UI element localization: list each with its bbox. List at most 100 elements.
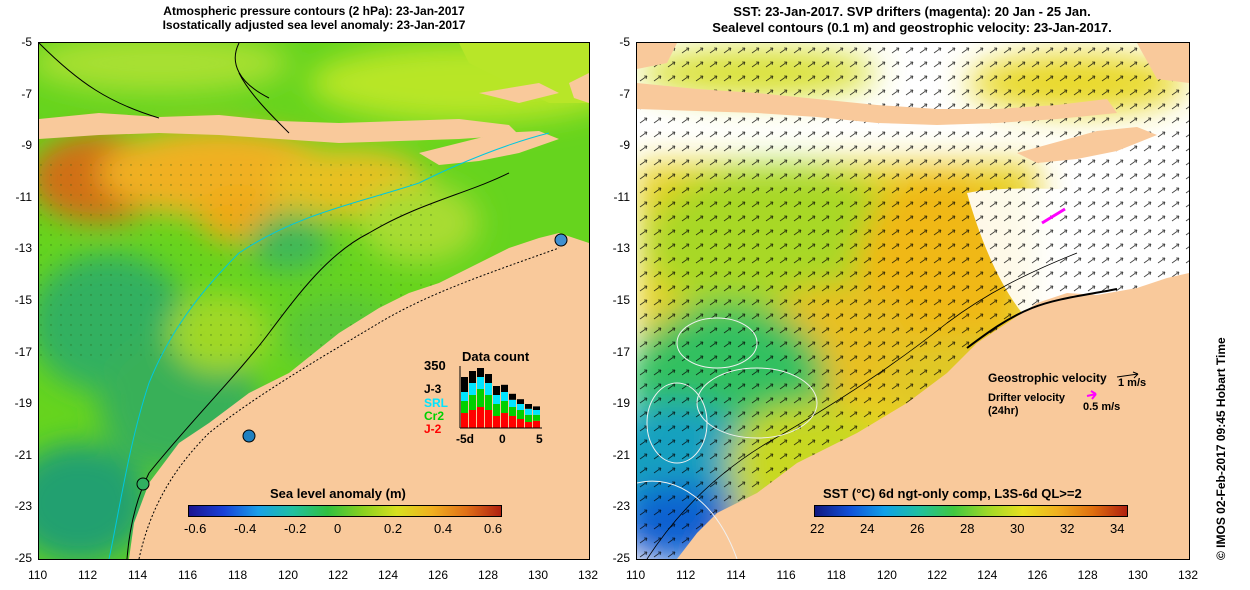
- colorbar-tick-label: 30: [1010, 521, 1025, 536]
- right-colorbar: [814, 505, 1128, 517]
- land-java-lesser-sunda: [637, 83, 1117, 125]
- data-count-title: Data count: [462, 349, 530, 364]
- land-australia: [677, 273, 1189, 559]
- histogram-bar-segment: [525, 414, 532, 422]
- histogram-bar-segment: [469, 395, 476, 410]
- y-tick-label: -13: [14, 241, 32, 256]
- drifter-scale-arrow: [1086, 390, 1097, 400]
- x-tick-label: 116: [776, 568, 796, 582]
- y-tick-label: -17: [612, 344, 630, 359]
- data-count-x-tick: -5d: [456, 432, 474, 446]
- colorbar-tick-label: -0.4: [234, 521, 257, 536]
- histogram-bar-segment: [501, 401, 508, 413]
- land-java-lesser-sunda: [39, 113, 519, 143]
- right-map[interactable]: [636, 42, 1190, 560]
- tide-gauge-marker: [554, 233, 568, 247]
- isobath: [646, 252, 1078, 559]
- histogram-bar-segment: [517, 404, 524, 410]
- geostrophic-scale: 1 m/s: [1118, 377, 1147, 389]
- histogram-bar-segment: [469, 371, 476, 383]
- x-tick-label: 132: [578, 568, 599, 582]
- left-colorbar-title: Sea level anomaly (m): [270, 486, 406, 501]
- y-tick-label: -17: [14, 344, 32, 359]
- histogram-bar-segment: [485, 383, 492, 395]
- x-tick-label: 118: [228, 568, 248, 582]
- histogram-bar-segment: [493, 404, 500, 416]
- y-tick-label: -25: [14, 551, 32, 565]
- isobath-dashed: [138, 247, 560, 559]
- histogram-bar-segment: [509, 407, 516, 416]
- histogram-bar-segment: [533, 410, 540, 415]
- y-tick-label: -9: [21, 138, 32, 153]
- x-tick-label: 124: [378, 568, 399, 582]
- x-tick-label: 114: [128, 568, 148, 582]
- y-tick-label: -11: [613, 189, 630, 204]
- x-tick-label: 130: [528, 568, 549, 582]
- y-tick-label: -21: [612, 447, 630, 462]
- y-tick-label: -9: [619, 138, 630, 153]
- data-count-x-tick: 0: [499, 432, 506, 446]
- histogram-bar-segment: [493, 395, 500, 404]
- geostrophic-velocity-label: Geostrophic velocity: [988, 371, 1107, 385]
- right-title-line2: Sealevel contours (0.1 m) and geostrophi…: [712, 20, 1112, 35]
- histogram-bar-segment: [477, 368, 484, 377]
- y-tick-label: -5: [21, 35, 32, 49]
- left-map[interactable]: [38, 42, 590, 560]
- colorbar-tick-label: 0.4: [434, 521, 453, 536]
- histogram-bar-segment: [501, 392, 508, 401]
- sealevel-contours: [637, 317, 818, 559]
- histogram-bar-segment: [493, 416, 500, 428]
- y-tick-label: -7: [619, 86, 630, 101]
- x-tick-label: 120: [278, 568, 299, 582]
- x-tick-label: 118: [826, 568, 846, 582]
- histogram-bar-segment: [485, 410, 492, 428]
- y-tick-label: -15: [14, 293, 32, 307]
- land-islands-top: [459, 43, 589, 103]
- histogram-bar-segment: [461, 401, 468, 413]
- x-tick-label: 112: [676, 568, 696, 582]
- histogram-bar-segment: [469, 383, 476, 395]
- histogram-bar-segment: [517, 419, 524, 428]
- y-tick-label: -13: [612, 241, 630, 256]
- histogram-bar-segment: [533, 414, 540, 421]
- x-tick-label: 126: [428, 568, 449, 582]
- x-tick-label: 114: [726, 568, 746, 582]
- colorbar-tick-label: 28: [960, 521, 975, 536]
- right-colorbar-title: SST (°C) 6d ngt-only comp, L3S-6d QL>=2: [823, 486, 1082, 501]
- y-tick-label: -21: [14, 447, 32, 462]
- histogram-bar-segment: [517, 399, 524, 404]
- data-count-max: 350: [424, 358, 446, 373]
- right-title-line1: SST: 23-Jan-2017. SVP drifters (magenta)…: [733, 4, 1091, 19]
- y-tick-label: -23: [14, 499, 32, 514]
- histogram-bar-segment: [477, 389, 484, 407]
- left-colorbar: [188, 505, 502, 517]
- colorbar-tick-label: 0.2: [384, 521, 403, 536]
- histogram-bar-segment: [485, 374, 492, 383]
- colorbar-tick-label: -0.2: [284, 521, 307, 536]
- mission-j3: J-3: [424, 382, 442, 396]
- x-tick-label: 128: [478, 568, 499, 582]
- y-tick-label: -11: [15, 189, 32, 204]
- histogram-bar-segment: [525, 422, 532, 428]
- y-tick-label: -25: [612, 551, 630, 565]
- tide-gauge-marker: [136, 477, 150, 491]
- land-australia: [129, 233, 589, 559]
- x-tick-label: 110: [28, 568, 48, 582]
- drifter-velocity-sub: (24hr): [988, 405, 1019, 417]
- drifter-velocity-label: Drifter velocity: [988, 392, 1066, 404]
- histogram-bar-segment: [461, 392, 468, 401]
- data-count-x-tick: 5: [536, 432, 543, 446]
- histogram-bar-segment: [485, 395, 492, 410]
- histogram-bar-segment: [501, 413, 508, 428]
- data-count-histogram: [459, 366, 542, 429]
- x-tick-label: 122: [927, 568, 948, 582]
- x-tick-label: 126: [1027, 568, 1048, 582]
- y-tick-label: -19: [612, 396, 630, 411]
- histogram-bar-segment: [525, 408, 532, 415]
- histogram-bar-segment: [461, 413, 468, 428]
- y-tick-label: -23: [612, 499, 630, 514]
- histogram-bar-segment: [533, 406, 540, 410]
- x-tick-label: 132: [1178, 568, 1199, 582]
- colorbar-tick-label: 32: [1060, 521, 1075, 536]
- x-tick-label: 122: [328, 568, 349, 582]
